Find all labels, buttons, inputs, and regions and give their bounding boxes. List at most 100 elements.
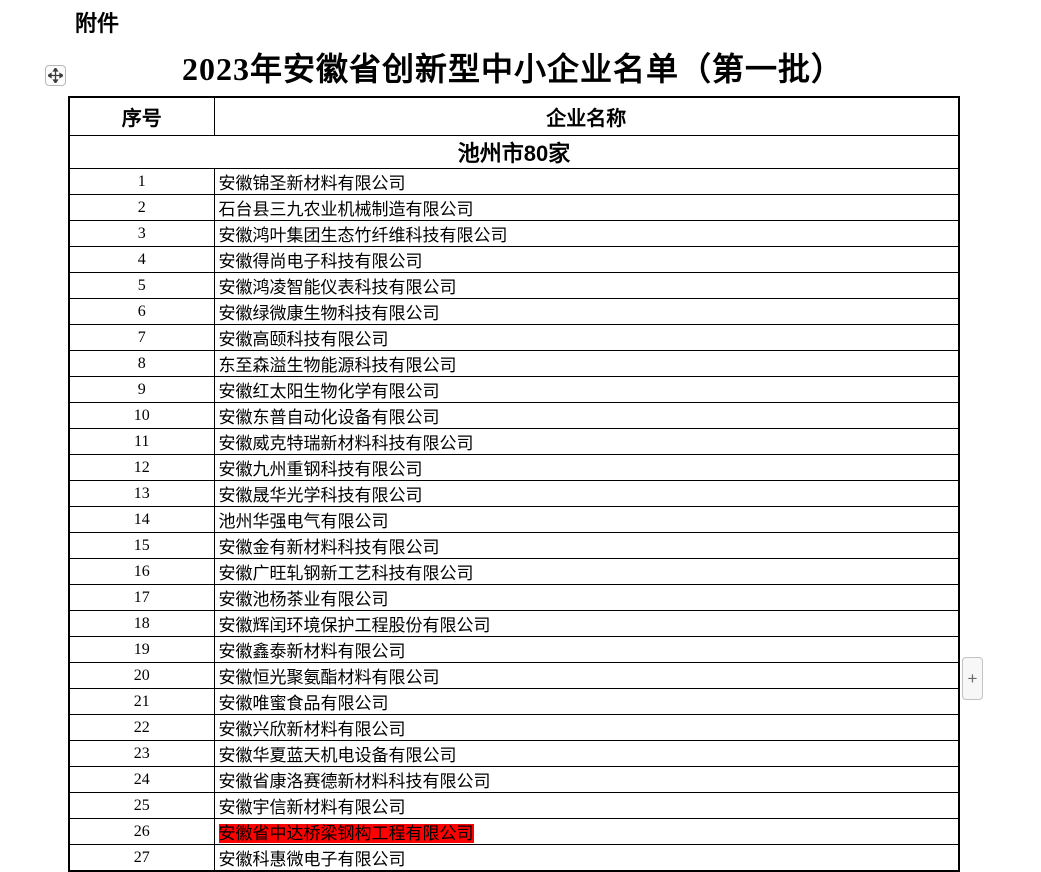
company-name-text: 安徽宇信新材料有限公司 bbox=[218, 798, 406, 817]
company-list-table: 序号 企业名称 池州市80家 1 安徽锦圣新材料有限公司 2 石台县三九农业机械… bbox=[68, 96, 960, 872]
table-row: 1 安徽锦圣新材料有限公司 bbox=[68, 168, 960, 195]
row-number-cell: 17 bbox=[68, 584, 215, 611]
table-row: 11 安徽威克特瑞新材料科技有限公司 bbox=[68, 428, 960, 455]
table-row: 18 安徽辉闰环境保护工程股份有限公司 bbox=[68, 610, 960, 637]
company-name-text: 安徽华夏蓝天机电设备有限公司 bbox=[218, 746, 457, 765]
company-name-text: 安徽金有新材料科技有限公司 bbox=[218, 538, 440, 557]
table-row: 2 石台县三九农业机械制造有限公司 bbox=[68, 194, 960, 221]
company-name-text: 安徽唯蜜食品有限公司 bbox=[218, 694, 389, 713]
company-name-text: 安徽九州重钢科技有限公司 bbox=[218, 460, 423, 479]
table-row: 6 安徽绿微康生物科技有限公司 bbox=[68, 298, 960, 325]
company-name-text: 安徽绿微康生物科技有限公司 bbox=[218, 304, 440, 323]
company-name-cell: 安徽广旺轧钢新工艺科技有限公司 bbox=[213, 558, 960, 585]
company-name-cell: 石台县三九农业机械制造有限公司 bbox=[213, 194, 960, 221]
row-number-cell: 26 bbox=[68, 818, 215, 845]
row-number-cell: 15 bbox=[68, 532, 215, 559]
table-row: 4 安徽得尚电子科技有限公司 bbox=[68, 246, 960, 273]
company-name-cell: 安徽晟华光学科技有限公司 bbox=[213, 480, 960, 507]
row-number-cell: 25 bbox=[68, 792, 215, 819]
table-header-row: 序号 企业名称 bbox=[68, 96, 960, 136]
row-number-cell: 24 bbox=[68, 766, 215, 793]
company-name-text: 安徽威克特瑞新材料科技有限公司 bbox=[218, 434, 474, 453]
company-name-text: 安徽晟华光学科技有限公司 bbox=[218, 486, 423, 505]
attachment-label: 附件 bbox=[75, 11, 120, 36]
row-number-cell: 1 bbox=[68, 168, 215, 195]
row-number-cell: 14 bbox=[68, 506, 215, 533]
company-name-cell: 安徽唯蜜食品有限公司 bbox=[213, 688, 960, 715]
company-name-cell: 安徽高颐科技有限公司 bbox=[213, 324, 960, 351]
table-row: 23 安徽华夏蓝天机电设备有限公司 bbox=[68, 740, 960, 767]
row-number-cell: 11 bbox=[68, 428, 215, 455]
table-row: 14 池州华强电气有限公司 bbox=[68, 506, 960, 533]
company-name-cell: 安徽兴欣新材料有限公司 bbox=[213, 714, 960, 741]
company-name-cell: 安徽恒光聚氨酯材料有限公司 bbox=[213, 662, 960, 689]
company-name-cell: 安徽池杨茶业有限公司 bbox=[213, 584, 960, 611]
company-name-cell: 安徽宇信新材料有限公司 bbox=[213, 792, 960, 819]
column-header-company-name: 企业名称 bbox=[213, 96, 960, 136]
row-number-cell: 21 bbox=[68, 688, 215, 715]
table-row: 5 安徽鸿凌智能仪表科技有限公司 bbox=[68, 272, 960, 299]
table-row: 9 安徽红太阳生物化学有限公司 bbox=[68, 376, 960, 403]
table-row: 3 安徽鸿叶集团生态竹纤维科技有限公司 bbox=[68, 220, 960, 247]
row-number-cell: 19 bbox=[68, 636, 215, 663]
company-name-text: 安徽得尚电子科技有限公司 bbox=[218, 252, 423, 271]
row-number-cell: 9 bbox=[68, 376, 215, 403]
row-number-cell: 12 bbox=[68, 454, 215, 481]
company-name-cell: 安徽金有新材料科技有限公司 bbox=[213, 532, 960, 559]
company-name-text: 安徽省中达桥梁钢构工程有限公司 bbox=[218, 824, 474, 843]
company-name-cell: 安徽东普自动化设备有限公司 bbox=[213, 402, 960, 429]
table-move-handle[interactable] bbox=[45, 65, 66, 86]
table-row: 12 安徽九州重钢科技有限公司 bbox=[68, 454, 960, 481]
company-name-cell: 安徽绿微康生物科技有限公司 bbox=[213, 298, 960, 325]
company-name-cell: 安徽省康洛赛德新材料科技有限公司 bbox=[213, 766, 960, 793]
table-row: 10 安徽东普自动化设备有限公司 bbox=[68, 402, 960, 429]
row-number-cell: 8 bbox=[68, 350, 215, 377]
company-name-text: 安徽锦圣新材料有限公司 bbox=[218, 174, 406, 193]
row-number-cell: 6 bbox=[68, 298, 215, 325]
table-row: 21 安徽唯蜜食品有限公司 bbox=[68, 688, 960, 715]
row-number-cell: 16 bbox=[68, 558, 215, 585]
company-name-cell: 安徽红太阳生物化学有限公司 bbox=[213, 376, 960, 403]
table-row: 8 东至森溢生物能源科技有限公司 bbox=[68, 350, 960, 377]
table-row: 7 安徽高颐科技有限公司 bbox=[68, 324, 960, 351]
row-number-cell: 3 bbox=[68, 220, 215, 247]
company-name-cell: 安徽九州重钢科技有限公司 bbox=[213, 454, 960, 481]
company-name-text: 安徽广旺轧钢新工艺科技有限公司 bbox=[218, 564, 474, 583]
company-name-text: 安徽科惠微电子有限公司 bbox=[218, 850, 406, 869]
company-name-text: 安徽红太阳生物化学有限公司 bbox=[218, 382, 440, 401]
table-row: 20 安徽恒光聚氨酯材料有限公司 bbox=[68, 662, 960, 689]
table-row: 25 安徽宇信新材料有限公司 bbox=[68, 792, 960, 819]
row-number-cell: 7 bbox=[68, 324, 215, 351]
company-name-text: 东至森溢生物能源科技有限公司 bbox=[218, 356, 457, 375]
row-number-cell: 2 bbox=[68, 194, 215, 221]
table-row: 27 安徽科惠微电子有限公司 bbox=[68, 844, 960, 872]
column-header-number: 序号 bbox=[68, 96, 215, 136]
table-row: 24 安徽省康洛赛德新材料科技有限公司 bbox=[68, 766, 960, 793]
table-insert-plus-button[interactable]: + bbox=[962, 657, 983, 700]
company-name-cell: 安徽科惠微电子有限公司 bbox=[213, 844, 960, 872]
row-number-cell: 27 bbox=[68, 844, 215, 872]
table-row: 13 安徽晟华光学科技有限公司 bbox=[68, 480, 960, 507]
company-name-text: 安徽兴欣新材料有限公司 bbox=[218, 720, 406, 739]
company-name-cell: 安徽得尚电子科技有限公司 bbox=[213, 246, 960, 273]
table-row: 16 安徽广旺轧钢新工艺科技有限公司 bbox=[68, 558, 960, 585]
move-arrows-icon bbox=[48, 68, 63, 83]
table-row: 19 安徽鑫泰新材料有限公司 bbox=[68, 636, 960, 663]
table-row: 22 安徽兴欣新材料有限公司 bbox=[68, 714, 960, 741]
company-name-cell: 安徽华夏蓝天机电设备有限公司 bbox=[213, 740, 960, 767]
company-name-text: 池州华强电气有限公司 bbox=[218, 512, 389, 531]
company-name-text: 安徽鑫泰新材料有限公司 bbox=[218, 642, 406, 661]
table-row: 26 安徽省中达桥梁钢构工程有限公司 bbox=[68, 818, 960, 845]
row-number-cell: 23 bbox=[68, 740, 215, 767]
row-number-cell: 18 bbox=[68, 610, 215, 637]
row-number-cell: 4 bbox=[68, 246, 215, 273]
table-body: 1 安徽锦圣新材料有限公司 2 石台县三九农业机械制造有限公司 3 安徽鸿叶集团… bbox=[68, 168, 960, 872]
company-name-text: 石台县三九农业机械制造有限公司 bbox=[218, 200, 474, 219]
row-number-cell: 22 bbox=[68, 714, 215, 741]
company-name-text: 安徽池杨茶业有限公司 bbox=[218, 590, 389, 609]
company-name-cell: 安徽威克特瑞新材料科技有限公司 bbox=[213, 428, 960, 455]
company-name-cell: 安徽省中达桥梁钢构工程有限公司 bbox=[213, 818, 960, 845]
company-name-cell: 安徽鑫泰新材料有限公司 bbox=[213, 636, 960, 663]
company-name-cell: 东至森溢生物能源科技有限公司 bbox=[213, 350, 960, 377]
company-name-cell: 安徽锦圣新材料有限公司 bbox=[213, 168, 960, 195]
